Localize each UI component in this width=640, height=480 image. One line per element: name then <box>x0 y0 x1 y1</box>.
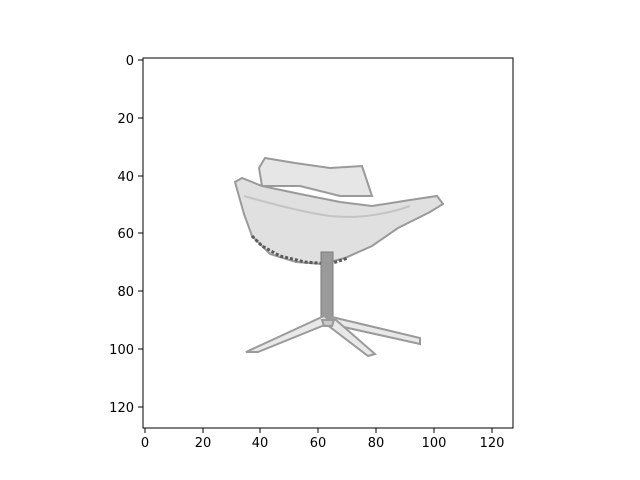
y-tick-label: 40 <box>117 170 134 185</box>
y-tick-label: 120 <box>109 401 134 416</box>
y-tick-label: 60 <box>117 227 134 242</box>
x-tick-label: 60 <box>310 436 327 451</box>
chair-seat-crease <box>243 195 411 218</box>
chair-image <box>233 156 445 358</box>
chair-base <box>245 314 421 358</box>
chair-stem <box>320 251 334 321</box>
x-tick-label: 40 <box>252 436 269 451</box>
chair-backrest <box>257 156 374 197</box>
x-tick-label: 0 <box>141 436 149 451</box>
y-tick-label: 0 <box>126 54 134 69</box>
x-tick-label: 20 <box>195 436 212 451</box>
y-axis: 0 20 40 60 80 100 120 <box>109 54 143 416</box>
x-tick-label: 80 <box>368 436 385 451</box>
x-tick-label: 100 <box>422 436 447 451</box>
axes-frame <box>142 57 514 429</box>
image-axes <box>142 57 514 429</box>
y-tick-label: 20 <box>117 112 134 127</box>
chair-underside <box>250 234 349 266</box>
chair-seat <box>233 176 445 266</box>
x-tick-label: 120 <box>480 436 505 451</box>
x-axis: 0 20 40 60 80 100 120 <box>141 428 505 451</box>
y-tick-label: 100 <box>109 343 134 358</box>
y-tick-label: 80 <box>117 285 134 300</box>
